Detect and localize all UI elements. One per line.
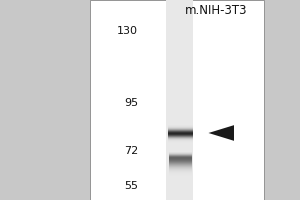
Text: 55: 55: [124, 181, 138, 191]
Text: 95: 95: [124, 98, 138, 108]
Polygon shape: [208, 125, 234, 141]
Text: 72: 72: [124, 146, 138, 156]
Text: m.NIH-3T3: m.NIH-3T3: [185, 4, 247, 17]
Bar: [90, 0, 264, 200]
Bar: [167, 0, 194, 200]
Text: 130: 130: [117, 26, 138, 36]
